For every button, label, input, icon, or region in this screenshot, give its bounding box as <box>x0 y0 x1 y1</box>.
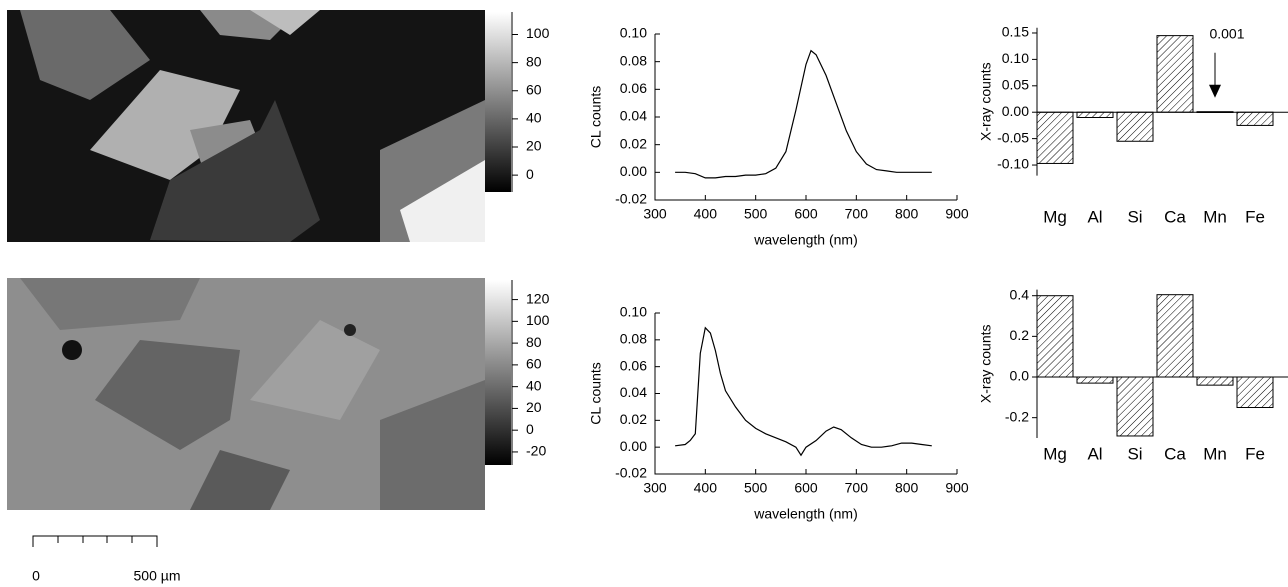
tick-label: 60 <box>526 356 542 372</box>
y-tick-label: 0.10 <box>620 25 647 41</box>
y-tick-label: 0.00 <box>620 438 647 454</box>
bar <box>1156 35 1194 113</box>
y-tick-label: 0.06 <box>620 357 647 373</box>
x-tick-label: 300 <box>643 206 667 222</box>
x-tick-label: 500 <box>744 206 768 222</box>
category-label: Fe <box>1245 207 1265 226</box>
x-tick-label: 800 <box>895 480 919 496</box>
tick-label: 40 <box>526 377 542 393</box>
x-axis-label: wavelength (nm) <box>753 506 858 522</box>
category-label: Mg <box>1043 207 1067 226</box>
annotation: 0.001 <box>1209 25 1244 41</box>
y-tick-label: 0.10 <box>620 304 647 320</box>
y-tick-label: 0.02 <box>620 411 647 427</box>
category-label: Fe <box>1245 444 1265 463</box>
tick-label: 40 <box>526 110 542 126</box>
y-axis-label: CL counts <box>588 86 604 149</box>
x-tick-label: 900 <box>945 206 969 222</box>
y-tick-label: 0.04 <box>620 108 647 124</box>
y-tick-label: 0.0 <box>1010 368 1030 384</box>
x-tick-label: 400 <box>694 480 718 496</box>
y-tick-label: 0.2 <box>1010 327 1030 343</box>
x-tick-label: 700 <box>845 480 869 496</box>
spectrum-line <box>675 326 932 457</box>
category-label: Si <box>1127 207 1142 226</box>
tick-label: 80 <box>526 53 542 69</box>
y-tick-label: 0.05 <box>1002 77 1029 93</box>
bar <box>1036 295 1074 378</box>
x-tick-label: 600 <box>794 480 818 496</box>
bar <box>1236 376 1274 409</box>
spectrum-line <box>675 49 932 179</box>
bar <box>1076 376 1114 384</box>
category-label: Al <box>1087 207 1102 226</box>
y-tick-label: 0.4 <box>1010 286 1030 302</box>
y-axis-label: X-ray counts <box>978 325 994 404</box>
axes <box>654 313 957 475</box>
y-tick-label: 0.02 <box>620 135 647 151</box>
y-tick-label: -0.10 <box>997 156 1029 172</box>
cl-map-top <box>7 10 485 242</box>
tick-label: 100 <box>526 25 550 41</box>
colorbar <box>485 280 511 465</box>
scale-end: 500 µm <box>134 568 181 584</box>
tick-label: -20 <box>526 443 546 459</box>
bar <box>1116 376 1154 437</box>
y-tick-label: -0.05 <box>997 129 1029 145</box>
tick-label: 20 <box>526 399 542 415</box>
y-axis-label: CL counts <box>588 362 604 425</box>
bar <box>1116 111 1154 142</box>
bar <box>1036 111 1074 164</box>
y-tick-label: -0.2 <box>1005 408 1029 424</box>
y-tick-label: -0.02 <box>615 191 647 207</box>
tick-label: 60 <box>526 81 542 97</box>
x-axis-label: wavelength (nm) <box>753 232 858 248</box>
x-tick-label: 700 <box>845 206 869 222</box>
x-tick-label: 300 <box>643 480 667 496</box>
scale-bar: 0 500 µm <box>32 535 181 584</box>
y-tick-label: 0.04 <box>620 384 647 400</box>
bar <box>1156 294 1194 378</box>
tick-label: 120 <box>526 290 550 306</box>
bar <box>1076 111 1114 118</box>
cl-map-bottom <box>7 278 485 510</box>
category-label: Mg <box>1043 444 1067 463</box>
tick-label: 0 <box>526 421 534 437</box>
bar <box>1196 376 1234 386</box>
y-tick-label: 0.00 <box>620 163 647 179</box>
x-tick-label: 400 <box>694 206 718 222</box>
bar <box>1236 111 1274 126</box>
y-tick-label: 0.08 <box>620 331 647 347</box>
y-tick-label: 0.10 <box>1002 50 1029 66</box>
y-axis-label: X-ray counts <box>978 62 994 141</box>
category-label: Si <box>1127 444 1142 463</box>
category-label: Ca <box>1164 207 1186 226</box>
category-label: Al <box>1087 444 1102 463</box>
y-tick-label: 0.00 <box>1002 103 1029 119</box>
category-label: Mn <box>1203 444 1227 463</box>
x-tick-label: 600 <box>794 206 818 222</box>
category-label: Mn <box>1203 207 1227 226</box>
x-tick-label: 800 <box>895 206 919 222</box>
y-tick-label: 0.06 <box>620 80 647 96</box>
tick-label: 20 <box>526 138 542 154</box>
y-tick-label: 0.08 <box>620 52 647 68</box>
axes <box>654 34 957 201</box>
colorbar <box>485 12 511 192</box>
tick-label: 100 <box>526 312 550 328</box>
scale-start: 0 <box>32 568 40 584</box>
x-tick-label: 900 <box>945 480 969 496</box>
x-tick-label: 500 <box>744 480 768 496</box>
tick-label: 0 <box>526 166 534 182</box>
y-tick-label: 0.15 <box>1002 24 1029 40</box>
tick-label: 80 <box>526 334 542 350</box>
category-label: Ca <box>1164 444 1186 463</box>
arrow-head <box>1209 84 1221 98</box>
y-tick-label: -0.02 <box>615 465 647 481</box>
